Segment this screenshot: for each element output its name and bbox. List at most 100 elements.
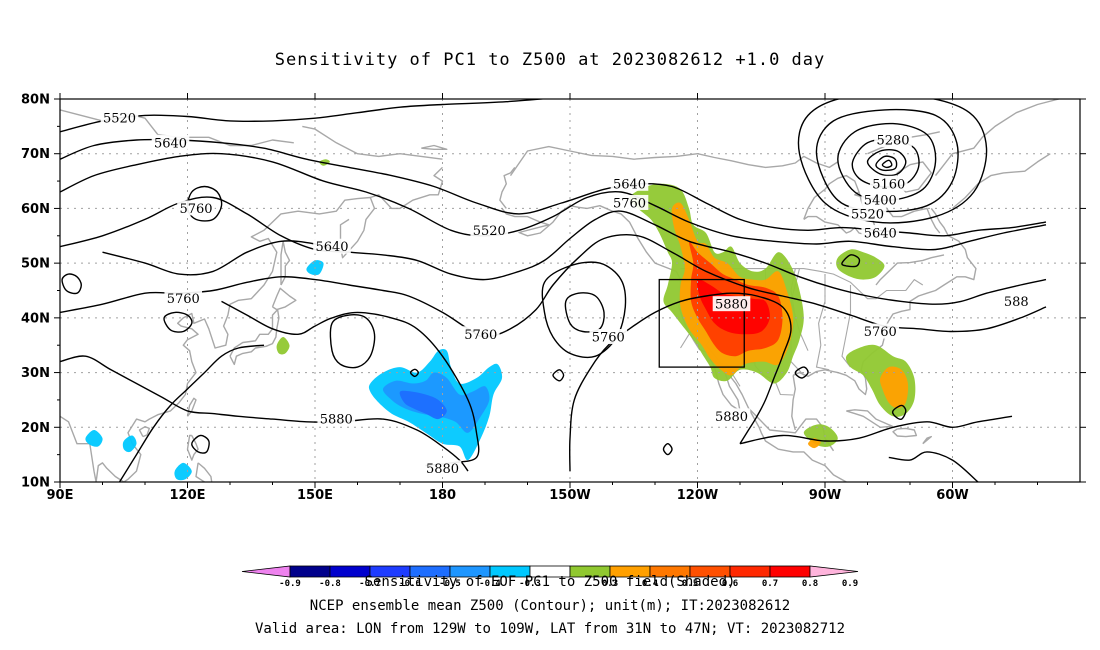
contour-label: 5880 [715,410,748,425]
colorbar-label: 0.3 [602,579,618,589]
coastline-27 [302,125,443,160]
z500-contour-3 [60,196,1047,305]
contour-label-bg [712,296,751,312]
contour-label-bg [1001,293,1031,309]
contour-label: 5400 [864,194,897,209]
contour-label: 5760 [464,328,497,343]
contour-label: 5520 [103,112,136,127]
z500-contour-8 [568,292,792,472]
z500-contour-26 [875,155,898,172]
contour-label-bg [470,222,509,238]
colorbar-label: 0.6 [722,579,738,589]
z500-contour-15 [329,314,376,369]
z500-contour-20 [552,369,565,382]
coastline-23 [509,145,698,176]
coastline-16 [791,375,796,431]
contour-label-bg [610,194,649,210]
colorbar-label: 0.4 [642,579,659,589]
colorbar: -0.9 -0.8 -0.7 -0.6 -0.5 -0.4 -0.3 0.3 0.4 0.5 0.6… [241,565,859,589]
colorbar-right-arrow [809,565,859,578]
z500-contour-17 [409,368,420,378]
colorbar-caption: Sensitivity of EOF PC1 to Z500 field(Sha… [364,574,736,590]
border-6 [815,274,830,371]
coastline-0 [60,415,97,482]
colorbar-label: -0.4 [479,579,501,589]
contour-label-bg [100,110,139,126]
z500-contour-27 [881,159,893,169]
z500-contour-9 [118,344,265,482]
sensitivity-shade-4 [836,249,885,280]
contour-label: 5520 [473,224,506,239]
lat-label: 70N [21,147,50,162]
colorbar-label: 0.9 [842,579,858,589]
z500-contour-24 [662,442,673,456]
contour-label: 588 [1004,295,1029,310]
lon-label: 60W [936,488,968,503]
lon-label: 90E [47,488,74,503]
contour-label-bg [610,175,649,191]
colorbar-label: -0.3 [519,579,541,589]
coastline-10 [138,426,150,438]
colorbar-label: -0.6 [399,579,421,589]
coastline-14 [792,207,977,396]
z500-contour-1 [60,138,1047,237]
contour-label-bg [589,329,628,345]
contour-label: 5640 [864,227,897,242]
coastline-22 [697,153,839,169]
contour-label-bg [151,134,190,150]
colorbar-label: 0.7 [762,579,778,589]
colorbar-label: 0.8 [802,579,818,589]
z500-contour-0 [60,99,549,133]
z500-contour-18 [564,292,605,333]
lon-label: 180 [429,488,456,503]
contour-label: 5640 [613,177,646,192]
contour-label: 5760 [613,196,646,211]
lon-label: 90W [809,488,841,503]
lat-label: 60N [21,202,50,217]
contour-label: 5640 [154,136,187,151]
colorbar-label: -0.8 [319,579,341,589]
contour-label: 5760 [167,292,200,307]
contour-label-bg [712,408,751,424]
coastline-8 [186,434,199,461]
colorbar-label: -0.5 [439,579,461,589]
z500-contour-4 [102,240,341,276]
colorbar-label: -0.7 [359,579,381,589]
contour-label-bg [177,200,215,216]
sensitivity-shade-15 [122,435,137,453]
contour-label-bg [461,326,500,342]
lat-label: 10N [21,476,50,491]
colorbar-label: -0.9 [279,579,301,589]
sensitivity-shade-16 [174,462,192,481]
sensitivity-shade-9 [276,337,290,355]
lon-label: 120W [677,488,718,503]
sensitivity-shade-13 [399,390,447,420]
contour-label-bg [423,460,462,476]
sensitivity-shade-6 [879,366,909,409]
contour-label: 5280 [876,134,909,149]
contour-label: 5760 [592,331,625,346]
z500-contour-7 [221,300,480,467]
sensitivity-shade-14 [85,430,103,447]
contour-label-bg [861,192,900,208]
coastline-3 [370,166,444,210]
z500-contour-14 [163,311,193,333]
z500-contour-2 [60,152,1047,251]
z500-contour-5 [60,233,1047,338]
coastline-5 [271,287,297,311]
caption-valid-area: Valid area: LON from 129W to 109W, LAT f… [254,621,845,637]
contour-label-bg [317,411,356,427]
coastline-1 [95,462,125,482]
lat-label: 50N [21,257,50,272]
lat-label: 30N [21,366,50,381]
lat-label: 80N [21,93,50,108]
coastline-6 [280,240,291,286]
map-plot-area: 5520 5640 5760 5640 5520 5760 5760 5760 5880 5880… [60,99,1080,482]
coastline-4 [229,308,280,366]
lon-label: 120E [169,488,205,503]
coastline-29 [421,144,448,150]
z500-contour-10 [739,415,1013,445]
coastline-26 [952,153,1051,209]
valid-area-box [658,278,745,368]
